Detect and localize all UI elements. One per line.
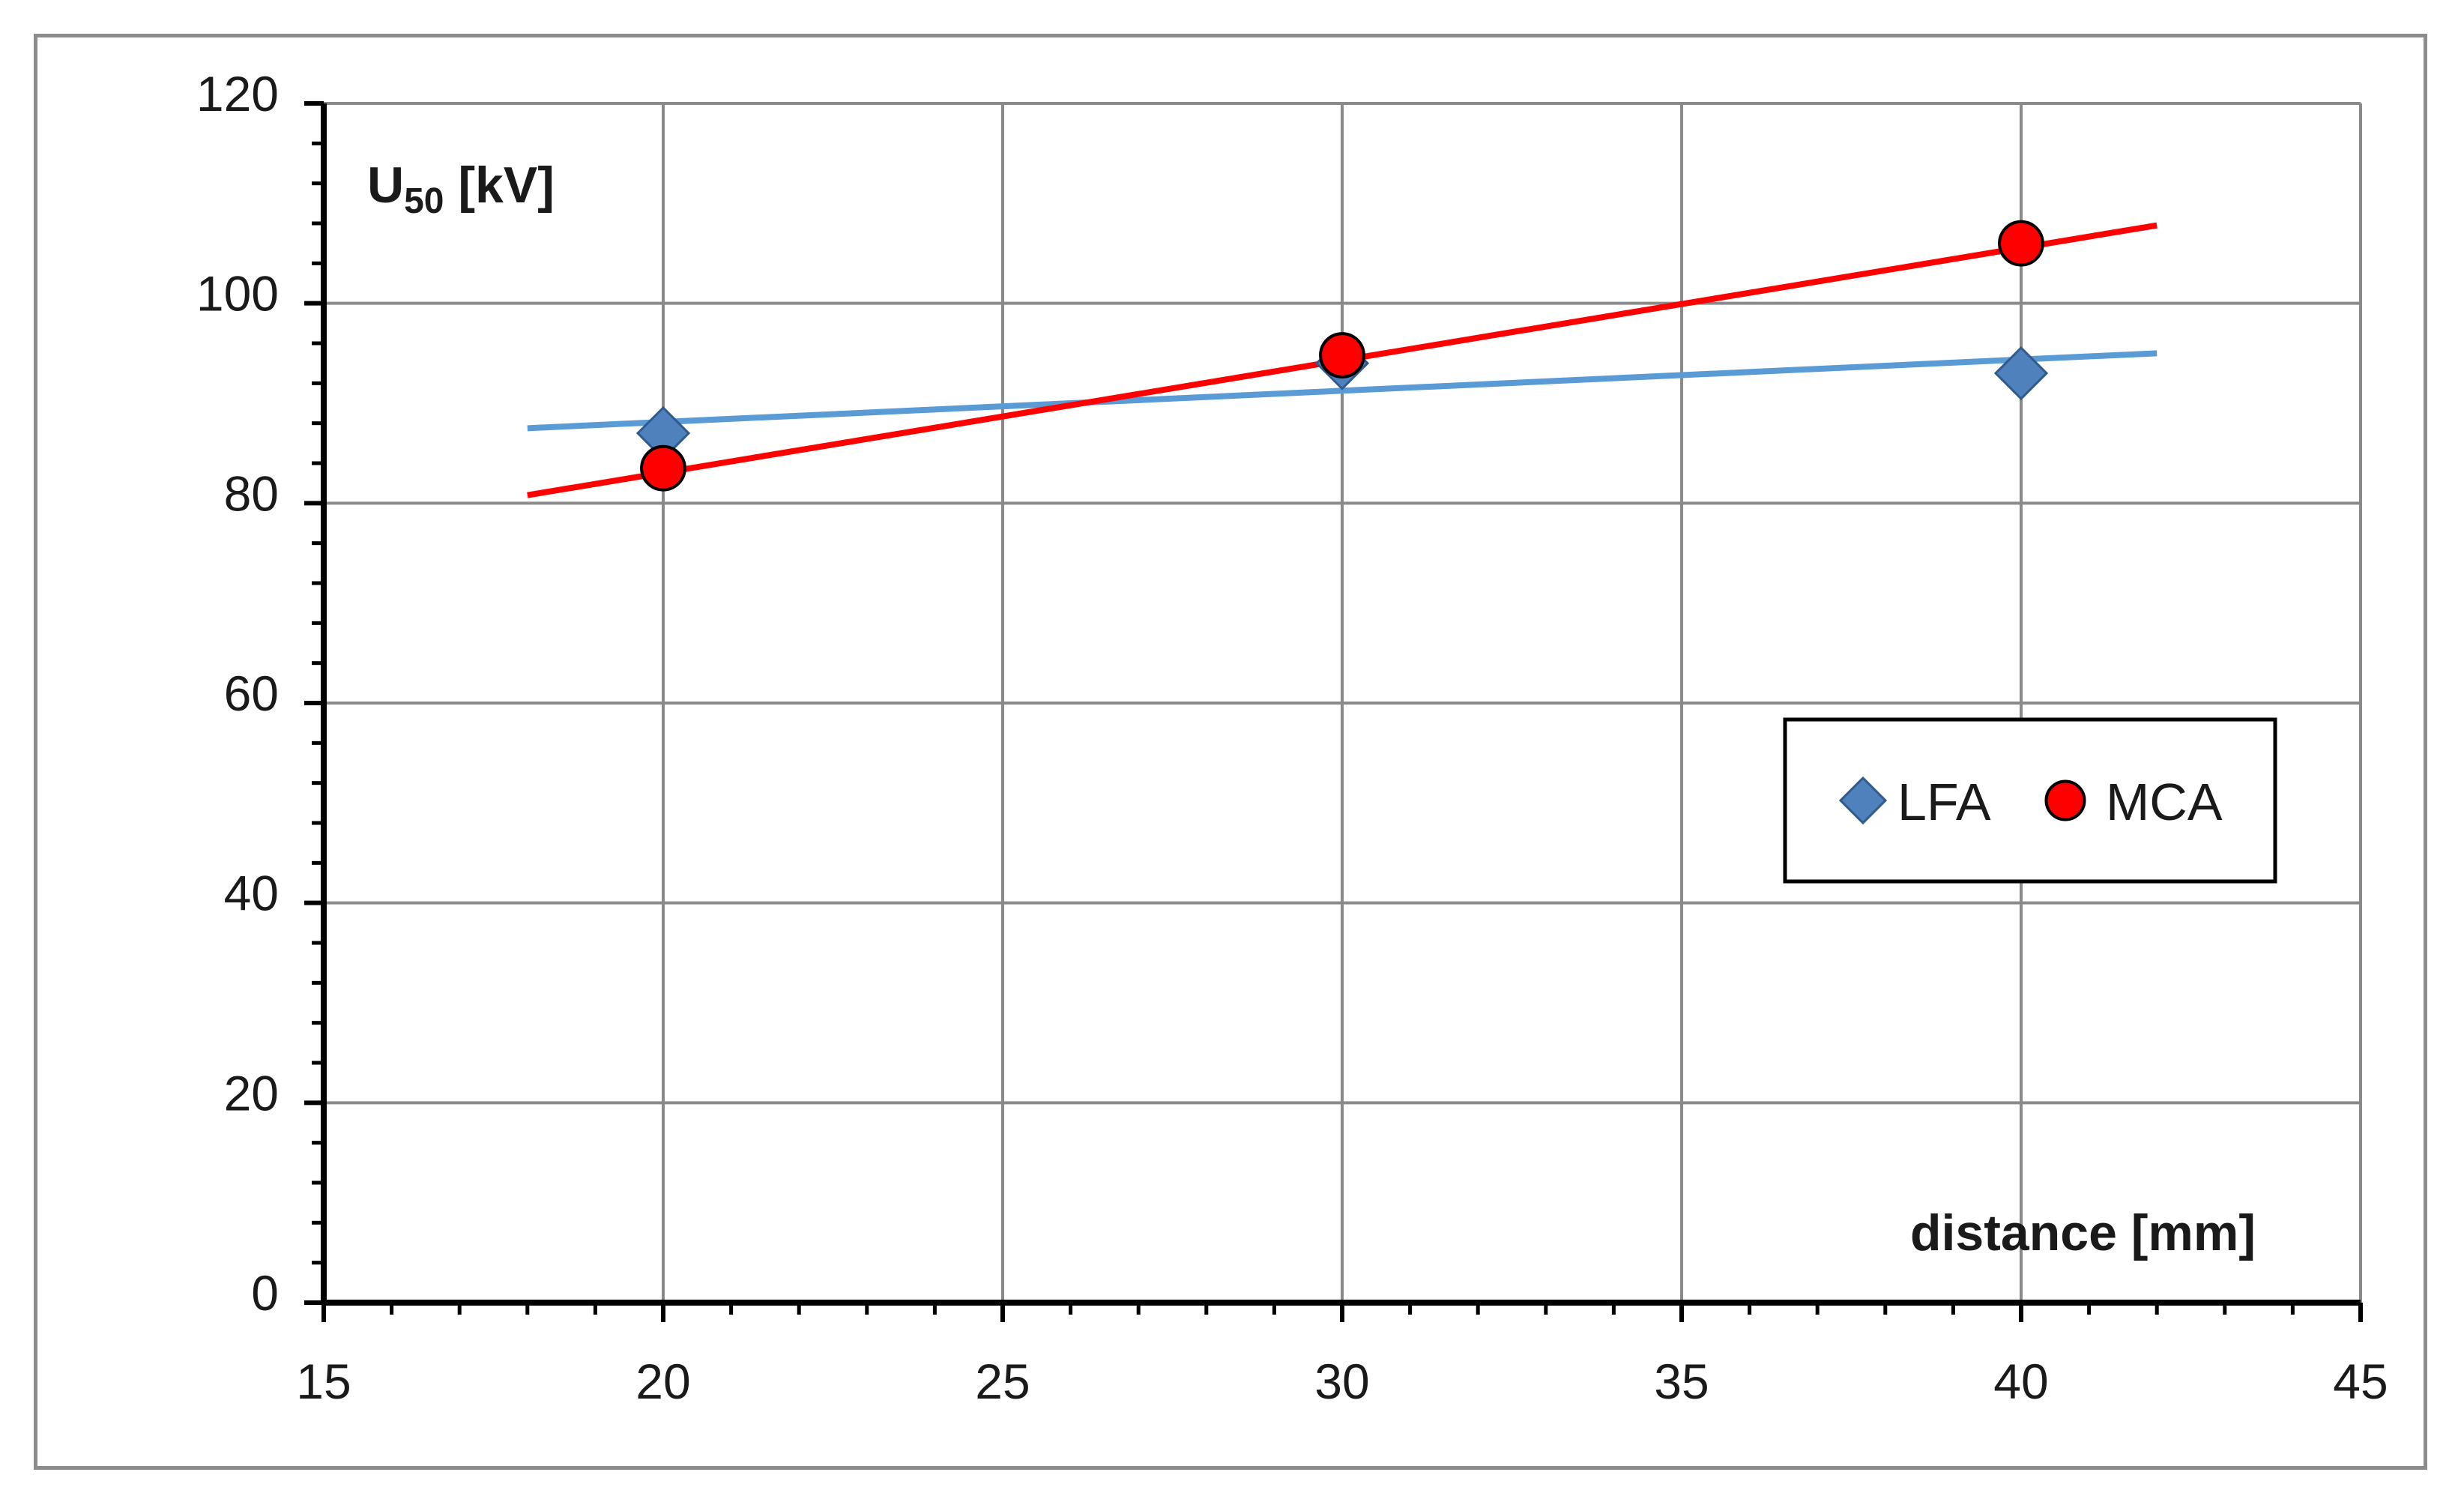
point-mca — [1998, 220, 2044, 267]
x-axis-title: distance [mm] — [1910, 1204, 2256, 1261]
legend-label-mca: MCA — [2106, 773, 2223, 831]
x-tick-label: 25 — [975, 1354, 1030, 1409]
legend-marker-lfa — [1838, 776, 1888, 825]
point-lfa — [1993, 346, 2049, 401]
y-axis-title: U50 [kV] — [367, 157, 555, 221]
x-tick-label: 30 — [1314, 1354, 1369, 1409]
x-tick-label: 20 — [635, 1354, 690, 1409]
legend-label-lfa: LFA — [1897, 773, 1991, 831]
axes — [304, 101, 2363, 1322]
grid — [324, 102, 2362, 1303]
x-tick-label: 45 — [2333, 1354, 2388, 1409]
legend: LFA MCA — [1783, 717, 2277, 884]
y-tick-label: 80 — [224, 465, 279, 521]
x-tick-label: 15 — [296, 1354, 351, 1409]
axis-labels: U50 [kV] distance [mm] 0 20 40 60 80 100 120 15… — [196, 66, 2388, 1409]
point-mca — [1319, 332, 1365, 378]
x-tick-label: 40 — [1993, 1354, 2048, 1409]
data-points — [635, 220, 2049, 492]
y-tick-label: 60 — [224, 666, 279, 721]
y-tick-label: 100 — [196, 266, 279, 322]
legend-marker-mca — [2044, 779, 2086, 821]
y-tick-label: 20 — [224, 1065, 279, 1121]
y-tick-label: 0 — [251, 1265, 279, 1321]
trendline-lfa — [527, 350, 2157, 432]
x-tick-label: 35 — [1654, 1354, 1709, 1409]
y-tick-label: 120 — [196, 66, 279, 121]
point-mca — [640, 444, 686, 492]
y-tick-label: 40 — [224, 866, 279, 921]
